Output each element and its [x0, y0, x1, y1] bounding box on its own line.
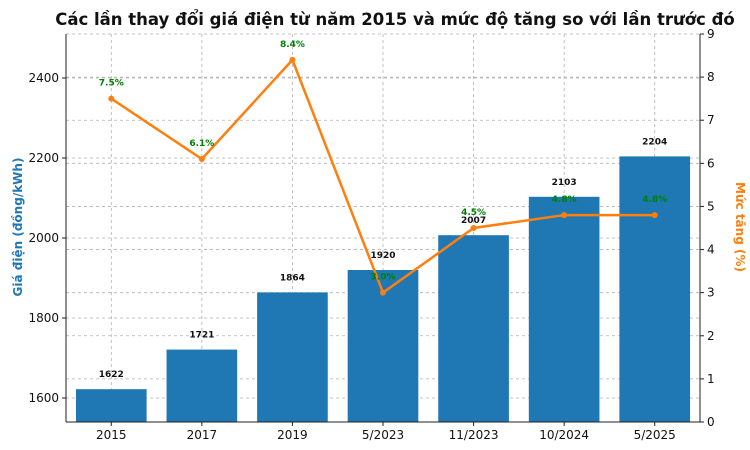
line-series: [108, 56, 658, 296]
y-tick-label: 2000: [28, 231, 59, 245]
y-axis-left-label: Giá điện (đồng/kWh): [11, 158, 25, 297]
line-point: [561, 212, 568, 219]
y2-tick-label: 6: [707, 156, 715, 170]
data-labels: 1622 1721 1864 1920 2007 2103 2204 7.5% 6.1% 8.4%…: [99, 40, 667, 380]
x-tick-label: 10/2024: [539, 428, 589, 442]
line-point: [108, 95, 115, 102]
x-tick-label: 11/2023: [449, 428, 499, 442]
y2-tick-label: 4: [707, 243, 715, 257]
x-tick-label: 2017: [187, 428, 218, 442]
x-tick-label: 5/2025: [634, 428, 676, 442]
bar: [257, 292, 328, 422]
bar-value-label: 2007: [461, 216, 486, 226]
y-tick-label: 2200: [28, 151, 59, 165]
percent-label: 4.8%: [642, 195, 667, 205]
percent-label: 4.5%: [461, 208, 486, 218]
y2-tick-label: 3: [707, 286, 715, 300]
x-tick-label: 2015: [96, 428, 127, 442]
y2-tick-label: 2: [707, 329, 715, 343]
y-tick-label: 1800: [28, 311, 59, 325]
bar: [438, 235, 509, 422]
line-point: [380, 289, 386, 296]
y2-tick-label: 5: [707, 199, 715, 213]
y-tick-label: 2400: [28, 71, 59, 85]
y-axis-right-label: Mức tăng (%): [733, 182, 747, 272]
chart-title: Các lần thay đổi giá điện từ năm 2015 và…: [55, 10, 734, 29]
bar-value-label: 2204: [642, 137, 667, 147]
y2-tick-label: 7: [707, 113, 715, 127]
bar-value-label: 1920: [370, 251, 395, 261]
percent-label: 3.0%: [371, 273, 396, 283]
line-point: [651, 212, 658, 219]
percent-label: 8.4%: [280, 40, 305, 50]
bar-value-label: 1864: [280, 273, 305, 283]
bar: [619, 156, 691, 422]
line-point: [470, 225, 477, 231]
bar: [528, 196, 600, 422]
axes: 1600 1800 2000 2200 2400 0 1 2 3 4 5 6 7 8 9 2015 2017 20…: [28, 27, 714, 442]
bar-value-label: 1721: [189, 331, 214, 341]
x-tick-label: 2019: [277, 428, 308, 442]
percent-label: 7.5%: [99, 79, 124, 89]
y2-tick-label: 1: [707, 372, 715, 386]
bar-value-label: 2103: [552, 178, 577, 188]
bar: [75, 389, 147, 422]
percent-label: 6.1%: [189, 139, 214, 149]
bar: [166, 349, 238, 422]
x-tick-label: 5/2023: [362, 428, 404, 442]
bar-value-label: 1622: [99, 370, 124, 380]
line-point: [289, 56, 296, 63]
y-tick-label: 1600: [28, 391, 59, 405]
y2-tick-label: 8: [707, 70, 715, 84]
percent-label: 4.8%: [552, 195, 577, 205]
line-point: [198, 156, 205, 163]
y2-tick-label: 0: [707, 415, 715, 429]
y2-tick-label: 9: [707, 27, 715, 41]
